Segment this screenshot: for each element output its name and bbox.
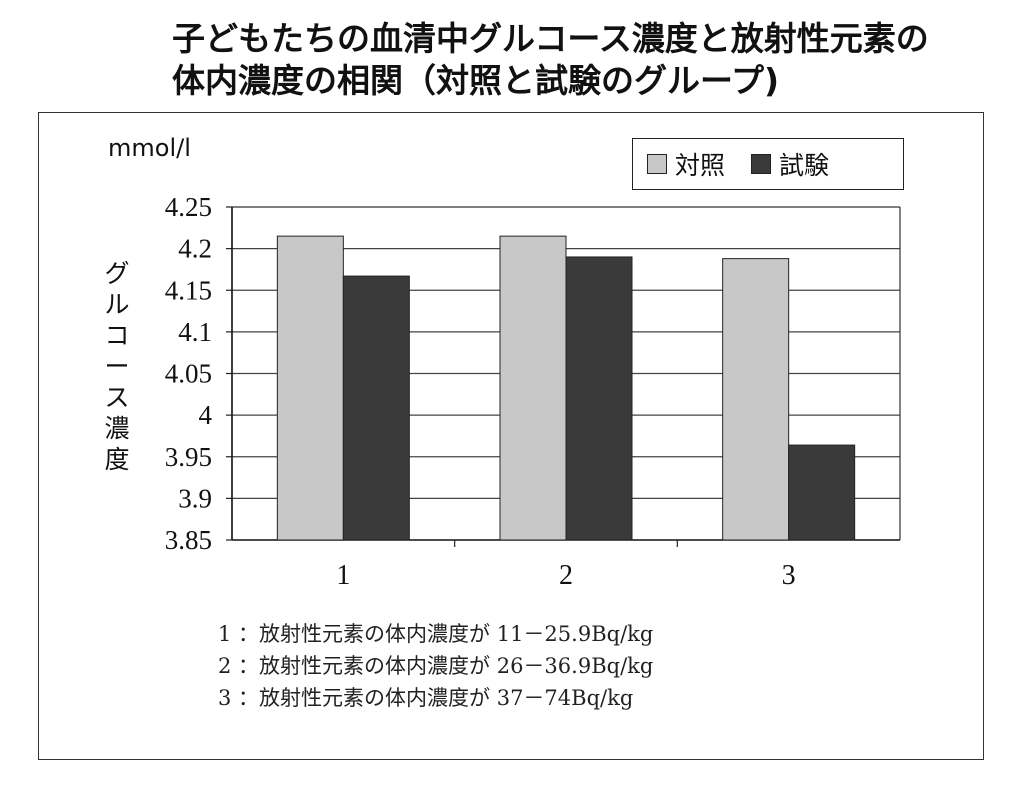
bar-test-3 xyxy=(788,444,856,541)
chart-title-line-2: 体内濃度の相関（対照と試験のグループ) xyxy=(172,61,780,100)
y-tick-label-0: 4.25 xyxy=(165,192,212,222)
y-tick-label-1: 4.2 xyxy=(178,234,212,264)
bar-control-1 xyxy=(276,235,344,541)
y-tick-label-4: 4.05 xyxy=(165,359,212,389)
bar-test-1 xyxy=(342,275,410,541)
y-axis-label-char-6: 度 xyxy=(104,445,130,474)
category-note-2: 2 ：放射性元素の体内濃度が 26－36.9Bq/kg xyxy=(218,654,654,678)
y-tick-label-5: 4 xyxy=(199,400,213,430)
legend-label-control: 対照 xyxy=(675,151,726,180)
bar-control-3 xyxy=(722,258,790,541)
y-axis-label-char-3: ー xyxy=(104,352,130,381)
y-tick-label-6: 3.95 xyxy=(165,442,212,472)
legend-swatch-test xyxy=(751,154,772,174)
bar-control-2 xyxy=(499,235,567,541)
y-tick-label-3: 4.1 xyxy=(178,317,212,347)
chart-title: 子どもたちの血清中グルコース濃度と放射性元素の 体内濃度の相関（対照と試験のグル… xyxy=(172,18,972,102)
chart-legend: 対照 試験 xyxy=(632,138,904,190)
y-axis-label-char-5: 濃 xyxy=(104,414,130,443)
y-axis-label: グルコース濃度 xyxy=(100,258,134,475)
y-axis-label-char-4: ス xyxy=(104,383,130,412)
legend-label-test: 試験 xyxy=(779,151,830,180)
chart-title-line-1: 子どもたちの血清中グルコース濃度と放射性元素の xyxy=(172,19,929,58)
x-tick-label-2: 2 xyxy=(559,560,573,591)
category-note-1: 1 ：放射性元素の体内濃度が 11－25.9Bq/kg xyxy=(218,622,654,646)
legend-item-test: 試験 xyxy=(751,146,829,182)
legend-swatch-control xyxy=(647,154,667,174)
category-note-3: 3 ：放射性元素の体内濃度が 37－74Bq/kg xyxy=(218,686,634,710)
y-axis-label-char-1: ル xyxy=(104,290,130,319)
y-axis-label-char-0: グ xyxy=(104,259,130,288)
y-axis-label-char-2: コ xyxy=(104,321,130,350)
y-tick-label-7: 3.9 xyxy=(178,483,212,513)
x-tick-label-3: 3 xyxy=(782,560,796,591)
y-axis-unit: mmol/l xyxy=(108,134,191,162)
category-notes: 1 ：放射性元素の体内濃度が 11－25.9Bq/kg 2 ：放射性元素の体内濃… xyxy=(218,618,653,714)
legend-item-control: 対照 xyxy=(647,146,725,182)
y-tick-label-8: 3.85 xyxy=(165,525,212,555)
y-tick-label-2: 4.15 xyxy=(165,275,212,305)
bar-test-2 xyxy=(565,256,633,541)
x-tick-label-1: 1 xyxy=(336,560,350,591)
chart-frame xyxy=(38,112,984,760)
